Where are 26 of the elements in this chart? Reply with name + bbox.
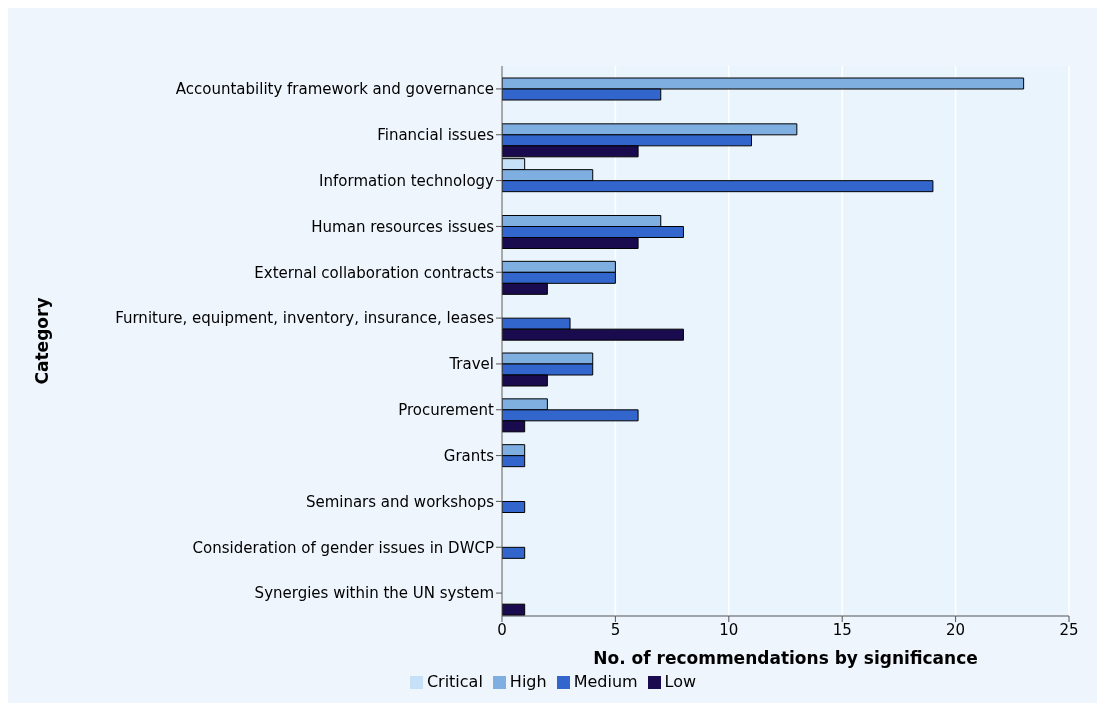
y-tick-label: Seminars and workshops [305,492,495,511]
x-axis-title: No. of recommendations by significance [593,648,978,668]
y-tick-label: Procurement [398,401,495,420]
x-tick-label: 15 [832,620,852,639]
y-tick-label: Accountability framework and governance [175,80,494,99]
legend-label: Low [664,672,697,691]
y-tick-label: Synergies within the UN system [254,584,494,603]
y-tick-label: Furniture, equipment, inventory, insurance, leases [115,309,495,328]
legend-label: High [509,672,547,691]
x-tick-label: 25 [1059,620,1079,639]
legend-label: Medium [573,672,638,691]
x-tick-label: 0 [497,620,507,639]
y-tick-label: Information technology [319,171,495,190]
y-tick-label: Consideration of gender issues in DWCP [192,538,494,557]
y-tick-label: Grants [443,446,495,465]
y-tick-label: Human resources issues [311,217,495,236]
y-tick-label: Financial issues [377,126,495,145]
x-tick-label: 5 [610,620,621,639]
y-tick-label: Travel [448,355,494,374]
x-tick-label: 10 [719,620,739,639]
bar [502,546,526,559]
y-axis-title: Category [32,297,53,385]
x-tick-label: 20 [946,620,966,639]
y-tick-label: External collaboration contracts [254,263,495,282]
legend-label: Critical [426,672,483,691]
bar [502,501,526,513]
